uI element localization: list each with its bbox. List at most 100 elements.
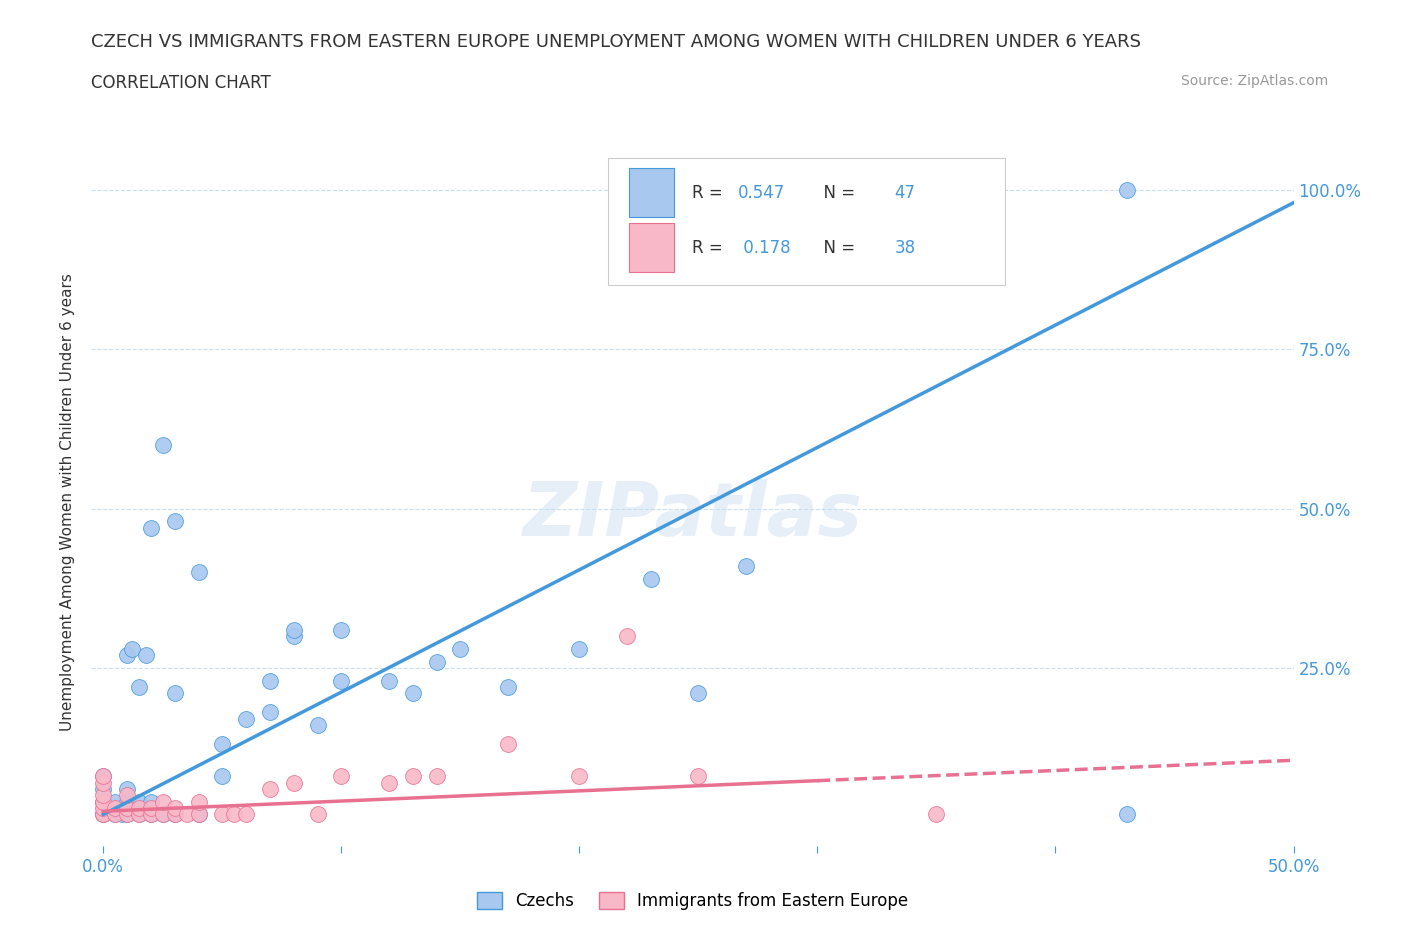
Point <box>402 769 425 784</box>
Point <box>688 686 710 701</box>
Text: 0.547: 0.547 <box>738 183 786 202</box>
Point <box>224 807 246 822</box>
Point <box>128 807 150 822</box>
Point <box>115 807 138 822</box>
Point <box>688 769 710 784</box>
Text: ZIPatlas: ZIPatlas <box>523 480 862 552</box>
Point <box>425 769 447 784</box>
Point <box>91 769 114 784</box>
Legend: Czechs, Immigrants from Eastern Europe: Czechs, Immigrants from Eastern Europe <box>470 885 915 917</box>
Point <box>91 769 114 784</box>
Text: N =: N = <box>813 239 860 257</box>
Point <box>925 807 948 822</box>
Text: R =: R = <box>692 239 728 257</box>
Point <box>283 622 305 637</box>
Point <box>104 794 127 809</box>
Point <box>283 775 305 790</box>
Point <box>568 642 591 657</box>
Point <box>91 794 114 809</box>
Point <box>139 807 162 822</box>
Point <box>176 807 198 822</box>
Text: CORRELATION CHART: CORRELATION CHART <box>91 74 271 92</box>
Point <box>152 807 174 822</box>
Point <box>211 769 233 784</box>
Point <box>139 794 162 809</box>
Point <box>115 788 138 803</box>
Point <box>91 788 114 803</box>
Point <box>187 794 209 809</box>
Bar <box>628 168 675 217</box>
Point <box>378 775 401 790</box>
Point <box>330 622 353 637</box>
Point <box>187 807 209 822</box>
Point <box>121 642 143 657</box>
Point <box>259 781 281 796</box>
Point <box>128 807 150 822</box>
Text: N =: N = <box>813 183 860 202</box>
Point <box>115 647 138 662</box>
Point <box>235 711 257 726</box>
Point <box>152 794 174 809</box>
Point <box>616 629 638 644</box>
Point <box>163 801 186 816</box>
Point <box>152 437 174 452</box>
Text: 0.178: 0.178 <box>738 239 790 257</box>
Point <box>307 807 329 822</box>
Point <box>283 629 305 644</box>
Point <box>259 673 281 688</box>
Text: 47: 47 <box>894 183 915 202</box>
Point <box>640 571 662 586</box>
Point <box>139 807 162 822</box>
Point <box>235 807 257 822</box>
Point <box>211 737 233 751</box>
Point <box>496 737 519 751</box>
Point <box>91 781 114 796</box>
Point <box>91 801 114 816</box>
Point <box>330 769 353 784</box>
Point <box>187 565 209 579</box>
Point <box>163 514 186 529</box>
Point <box>128 794 150 809</box>
Point <box>115 794 138 809</box>
FancyBboxPatch shape <box>609 158 1005 286</box>
Point <box>735 559 758 574</box>
Point <box>425 654 447 669</box>
Point <box>1115 807 1137 822</box>
Point <box>104 807 127 822</box>
Point <box>211 807 233 822</box>
Point <box>187 807 209 822</box>
Text: 38: 38 <box>894 239 915 257</box>
Point <box>115 807 138 822</box>
Point <box>111 807 134 822</box>
Point <box>163 686 186 701</box>
Point <box>152 807 174 822</box>
Point <box>104 807 127 822</box>
Text: R =: R = <box>692 183 728 202</box>
Point <box>91 775 114 790</box>
Point <box>139 520 162 535</box>
Point <box>91 807 114 822</box>
Point <box>128 801 150 816</box>
Point <box>104 801 127 816</box>
Point <box>449 642 471 657</box>
Point <box>307 718 329 733</box>
Point <box>91 794 114 809</box>
Point <box>568 769 591 784</box>
Point <box>91 807 114 822</box>
Text: CZECH VS IMMIGRANTS FROM EASTERN EUROPE UNEMPLOYMENT AMONG WOMEN WITH CHILDREN U: CZECH VS IMMIGRANTS FROM EASTERN EUROPE … <box>91 33 1142 50</box>
Point <box>115 801 138 816</box>
Point <box>128 680 150 695</box>
Point <box>496 680 519 695</box>
Point <box>259 705 281 720</box>
Point <box>115 781 138 796</box>
Point <box>378 673 401 688</box>
Y-axis label: Unemployment Among Women with Children Under 6 years: Unemployment Among Women with Children U… <box>60 273 76 731</box>
Text: Source: ZipAtlas.com: Source: ZipAtlas.com <box>1181 74 1329 88</box>
Point <box>330 673 353 688</box>
Point <box>135 647 157 662</box>
Point <box>163 807 186 822</box>
Bar <box>628 223 675 272</box>
Point <box>139 801 162 816</box>
Point <box>163 807 186 822</box>
Point <box>91 807 114 822</box>
